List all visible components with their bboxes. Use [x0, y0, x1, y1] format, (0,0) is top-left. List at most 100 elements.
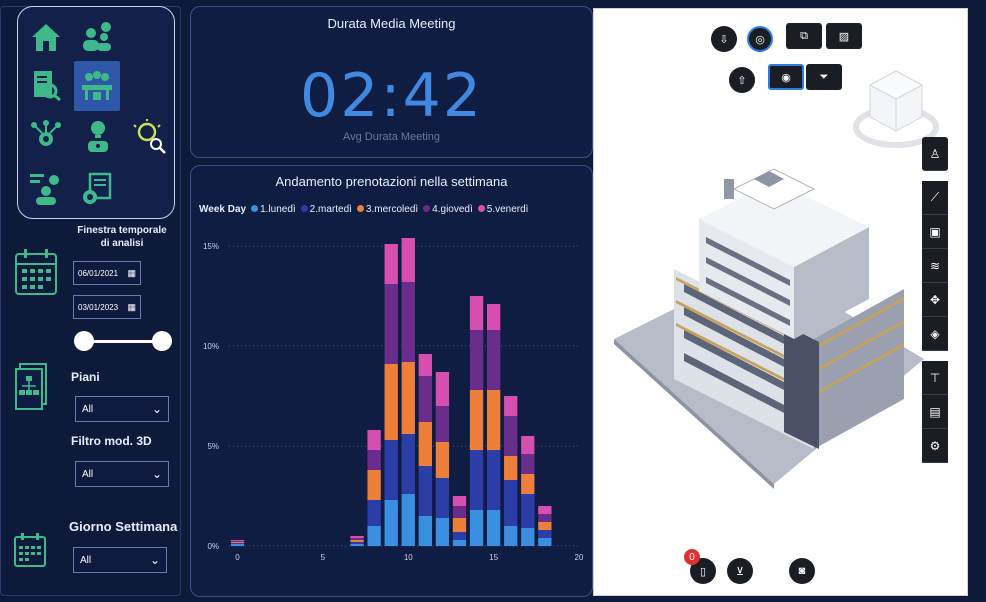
bar-segment — [521, 528, 535, 546]
bar-segment — [538, 530, 552, 538]
home-icon[interactable] — [24, 15, 68, 59]
view-cube-icon[interactable] — [850, 61, 946, 157]
bar-segment — [418, 376, 432, 422]
cube-icon[interactable]: ◈ — [922, 317, 948, 351]
filter-icon[interactable]: ⏷ — [806, 64, 842, 90]
bar-segment — [504, 456, 518, 480]
explode-model-icon[interactable]: ✥ — [922, 283, 948, 317]
bar-segment — [435, 442, 450, 478]
date-range-slider[interactable] — [74, 331, 172, 351]
bar-segment — [538, 506, 552, 514]
document-search-icon[interactable] — [24, 63, 68, 107]
bar-segment — [384, 364, 398, 440]
bar-segment — [486, 390, 501, 450]
measure-ruler-icon[interactable]: ⟋ — [922, 181, 948, 215]
bar-segment — [538, 514, 552, 522]
slider-handle-start[interactable] — [74, 331, 94, 351]
legend-item-mercoledi[interactable]: 3.mercoledì — [356, 204, 418, 215]
save-icon[interactable]: ◙ — [789, 558, 815, 584]
bar-segment — [435, 518, 450, 546]
date-from-value: 06/01/2021 — [78, 268, 119, 278]
weekday-dropdown[interactable]: All ⌄ — [73, 547, 167, 573]
arrow-down-icon[interactable]: ⇩ — [711, 26, 737, 52]
date-to-input[interactable]: 03/01/2023 ▦ — [73, 295, 141, 319]
section-hatch-icon[interactable]: ▨ — [826, 23, 862, 49]
y-tick-label: 15% — [203, 242, 219, 251]
calendar-picker-icon[interactable]: ▦ — [127, 301, 136, 312]
slider-handle-end[interactable] — [152, 331, 172, 351]
x-tick-label: 10 — [404, 553, 413, 562]
bar-segment — [418, 422, 432, 466]
legend-item-lunedi[interactable]: 1.lunedì — [251, 204, 296, 215]
orbit-icon[interactable]: ◎ — [747, 26, 773, 52]
legend-item-venerdi[interactable]: 5.venerdì — [477, 204, 528, 215]
floors-dropdown[interactable]: All ⌄ — [75, 396, 169, 422]
bar-segment — [418, 354, 432, 376]
legend-item-martedi[interactable]: 2.martedì — [300, 204, 352, 215]
y-tick-label: 10% — [203, 342, 219, 351]
bar-segment — [230, 541, 245, 542]
arrow-up-icon[interactable]: ⇧ — [729, 67, 755, 93]
idea-person-icon[interactable] — [76, 115, 120, 159]
bar-segment — [469, 510, 484, 546]
copy-view-icon[interactable]: ⧉ — [786, 23, 822, 49]
isolate-icon[interactable]: ◉ — [768, 64, 804, 90]
settings-report-icon[interactable] — [76, 167, 120, 211]
kpi-subtitle: Avg Durata Meeting — [342, 131, 441, 143]
bar-segment — [418, 466, 432, 516]
chevron-down-icon: ⌄ — [151, 402, 162, 416]
x-tick-label: 15 — [489, 553, 498, 562]
bar-segment — [384, 244, 398, 284]
floors-value: All — [82, 403, 94, 415]
clear-filter-icon[interactable]: ⊻ — [727, 558, 753, 584]
section-box-icon[interactable]: ▣ — [922, 215, 948, 249]
building-model[interactable] — [614, 149, 934, 499]
bar-segment — [521, 436, 535, 454]
users-location-icon[interactable] — [76, 15, 120, 59]
person-chart-icon[interactable] — [24, 167, 68, 211]
settings-gear-icon[interactable]: ⚙ — [922, 429, 948, 463]
bar-segment — [401, 282, 415, 362]
calendar-picker-icon[interactable]: ▦ — [127, 267, 136, 278]
bar-segment — [230, 540, 245, 541]
bar-segment — [538, 522, 552, 530]
bar-segment — [538, 538, 552, 546]
bar-segment — [504, 480, 518, 526]
legend-title: Week Day — [199, 204, 247, 215]
bar-segment — [350, 542, 364, 544]
bar-segment — [486, 304, 501, 330]
x-tick-label: 5 — [321, 553, 326, 562]
model-filter-dropdown[interactable]: All ⌄ — [75, 461, 169, 487]
bar-segment — [401, 238, 415, 282]
chart-legend: Week Day 1.lunedì 2.martedì 3.mercoledì … — [199, 204, 528, 215]
chart-card: Andamento prenotazioni nella settimana W… — [190, 165, 593, 597]
selection-count-badge: 0 — [684, 549, 700, 565]
calendar-week-icon — [13, 532, 47, 573]
bar-segment — [230, 544, 245, 546]
bar-segment — [401, 434, 415, 494]
time-window-label: Finestra temporale di analisi — [77, 225, 167, 249]
bar-segment — [384, 284, 398, 364]
bar-segment — [504, 396, 518, 416]
kpi-title: Durata Media Meeting — [327, 16, 456, 31]
date-from-input[interactable]: 06/01/2021 ▦ — [73, 261, 141, 285]
meeting-icon[interactable] — [74, 61, 120, 111]
bar-segment — [486, 450, 501, 510]
bar-segment — [367, 526, 381, 546]
layers-icon[interactable]: ≋ — [922, 249, 948, 283]
properties-icon[interactable]: ▤ — [922, 395, 948, 429]
network-gear-icon[interactable] — [24, 115, 68, 159]
walk-person-icon[interactable]: ♙ — [922, 137, 948, 171]
y-tick-label: 5% — [207, 442, 219, 451]
x-tick-label: 20 — [575, 553, 584, 562]
bar-segment — [469, 296, 484, 330]
bar-segment — [367, 430, 381, 450]
bulb-search-icon[interactable] — [128, 115, 172, 159]
model-filter-value: All — [82, 468, 94, 480]
legend-item-giovedi[interactable]: 4.giovedì — [423, 204, 473, 215]
model-tree-icon[interactable]: ⊤ — [922, 361, 948, 395]
bar-segment — [435, 406, 450, 442]
3d-viewer[interactable]: ⇩ ◎ ⧉ ▨ ⇧ ◉ ⏷ — [593, 8, 968, 596]
bar-segment — [486, 510, 501, 546]
chart-title: Andamento prenotazioni nella settimana — [275, 174, 508, 189]
